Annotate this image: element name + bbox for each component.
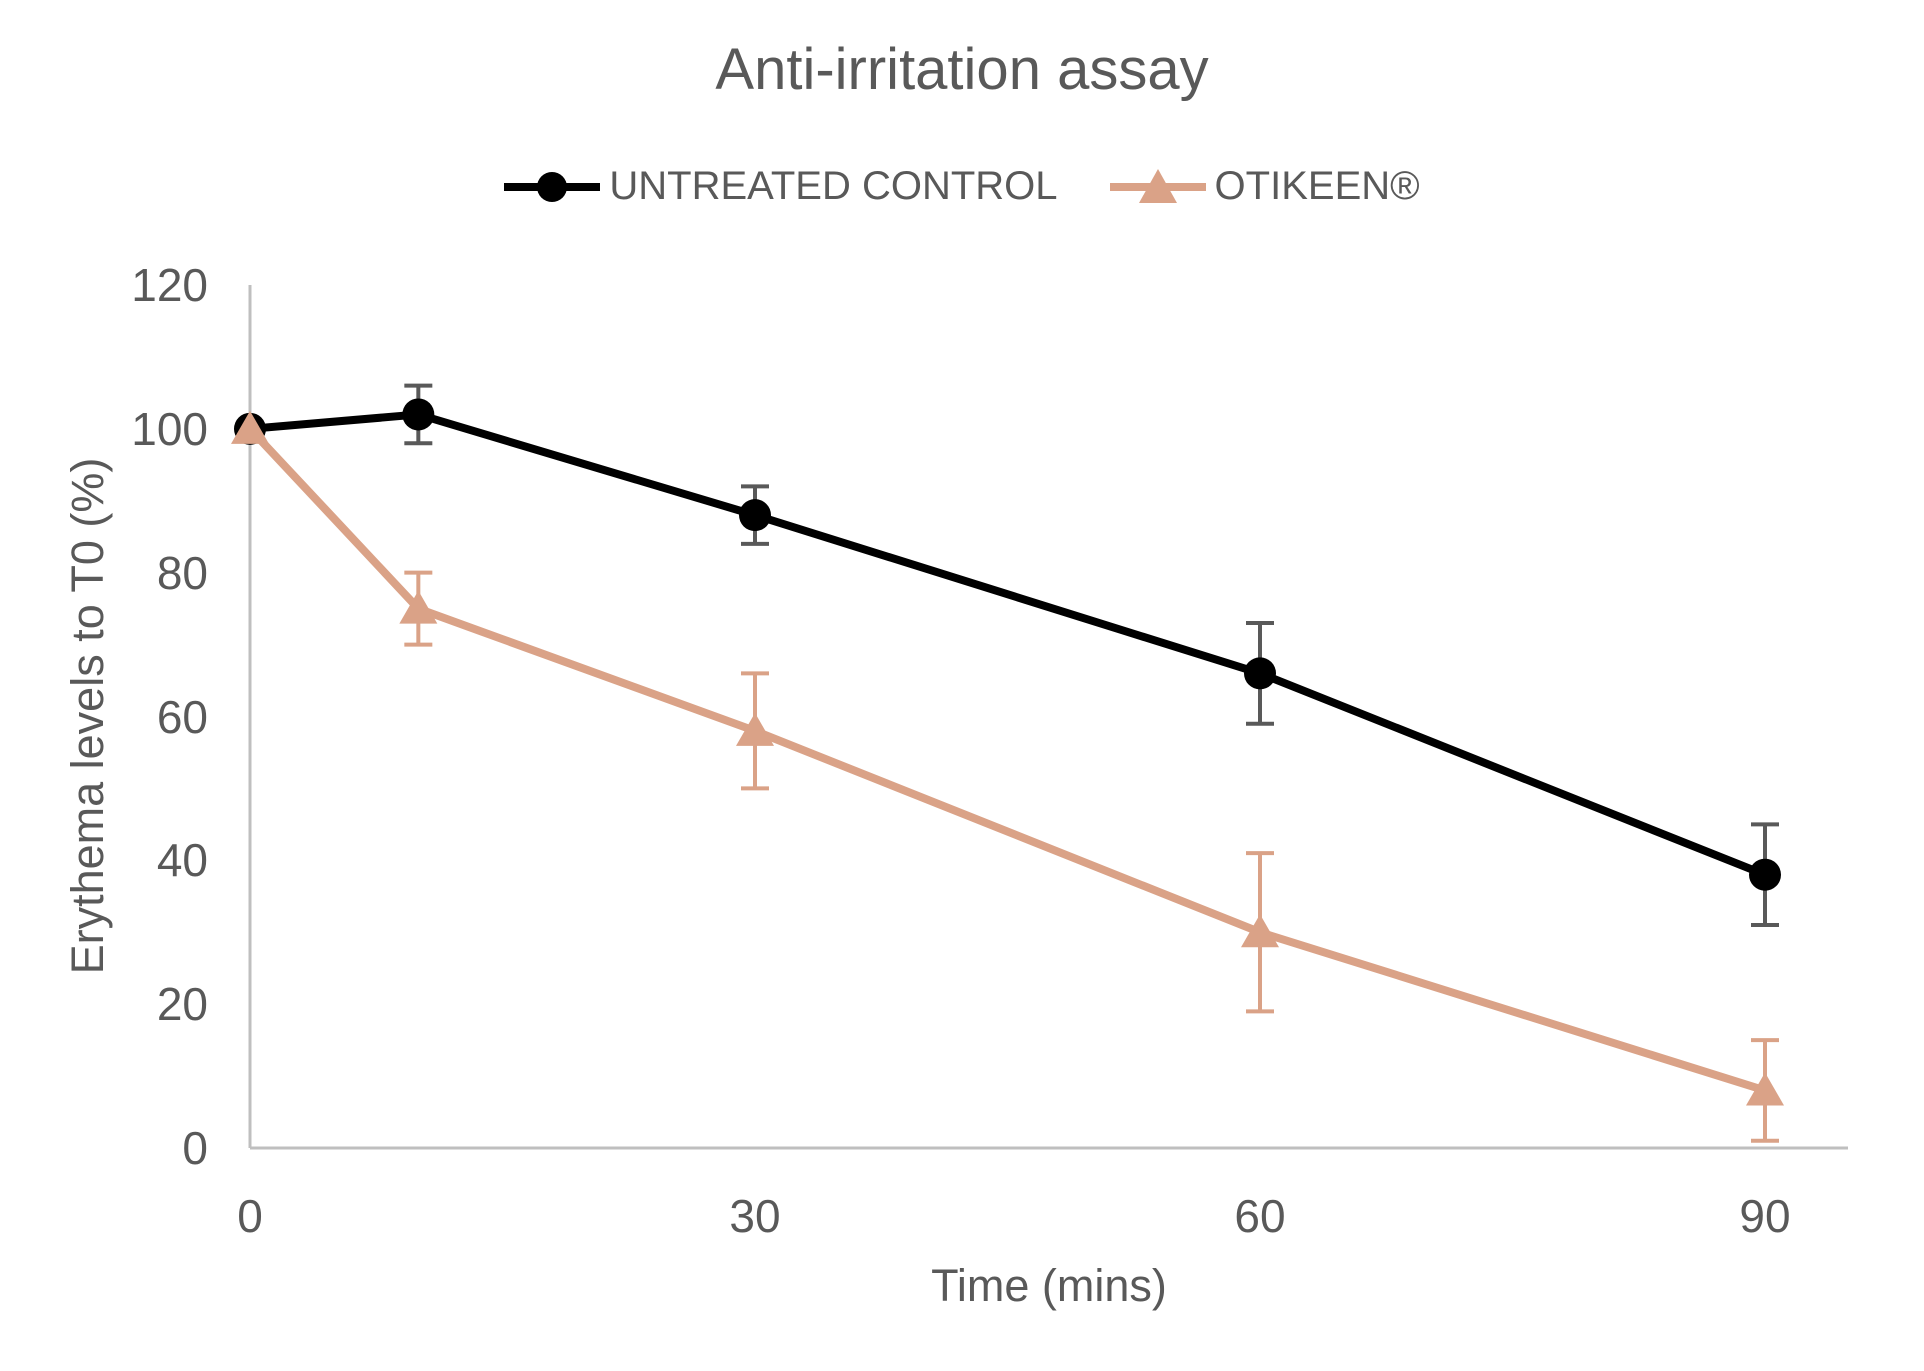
y-tick-label: 60	[157, 691, 208, 743]
data-point-marker-triangle	[1241, 914, 1279, 948]
data-point-marker-triangle	[231, 410, 269, 444]
triangle-marker-icon	[1109, 168, 1206, 203]
data-point-marker-triangle	[736, 712, 774, 746]
legend-label-otikeen: OTIKEEN®	[1214, 164, 1420, 208]
data-point-marker-triangle	[399, 590, 438, 624]
x-tick-label: 60	[1234, 1190, 1285, 1242]
y-tick-label: 20	[157, 978, 208, 1030]
y-tick-label: 100	[131, 403, 208, 455]
data-point-marker-circle	[739, 499, 771, 532]
x-tick-label: 90	[1739, 1190, 1790, 1242]
y-tick-label: 40	[157, 834, 208, 886]
data-point-marker-circle	[402, 398, 435, 431]
x-tick-label: 0	[237, 1190, 263, 1242]
x-axis-title: Time (mins)	[931, 1260, 1167, 1311]
series-line-0	[246, 410, 1769, 879]
y-axis-title: Erythema levels to T0 (%)	[62, 457, 113, 975]
chart-title: Anti-irritation assay	[715, 37, 1209, 102]
legend-item-otikeen: OTIKEEN®	[1109, 164, 1420, 209]
legend-label-untreated-control: UNTREATED CONTROL	[609, 164, 1058, 208]
legend: UNTREATED CONTROL OTIKEEN®	[0, 164, 1924, 209]
circle-marker-icon	[504, 171, 601, 202]
data-point-marker-triangle	[1746, 1072, 1784, 1106]
x-tick-label: 30	[729, 1190, 780, 1242]
legend-item-untreated-control: UNTREATED CONTROL	[504, 164, 1058, 209]
data-point-marker-circle	[1244, 657, 1276, 690]
y-tick-label: 120	[131, 259, 208, 311]
series-line-1	[246, 424, 1769, 1095]
y-tick-label: 80	[157, 547, 208, 599]
data-point-marker-circle	[1749, 858, 1781, 891]
y-tick-label: 0	[182, 1122, 208, 1174]
